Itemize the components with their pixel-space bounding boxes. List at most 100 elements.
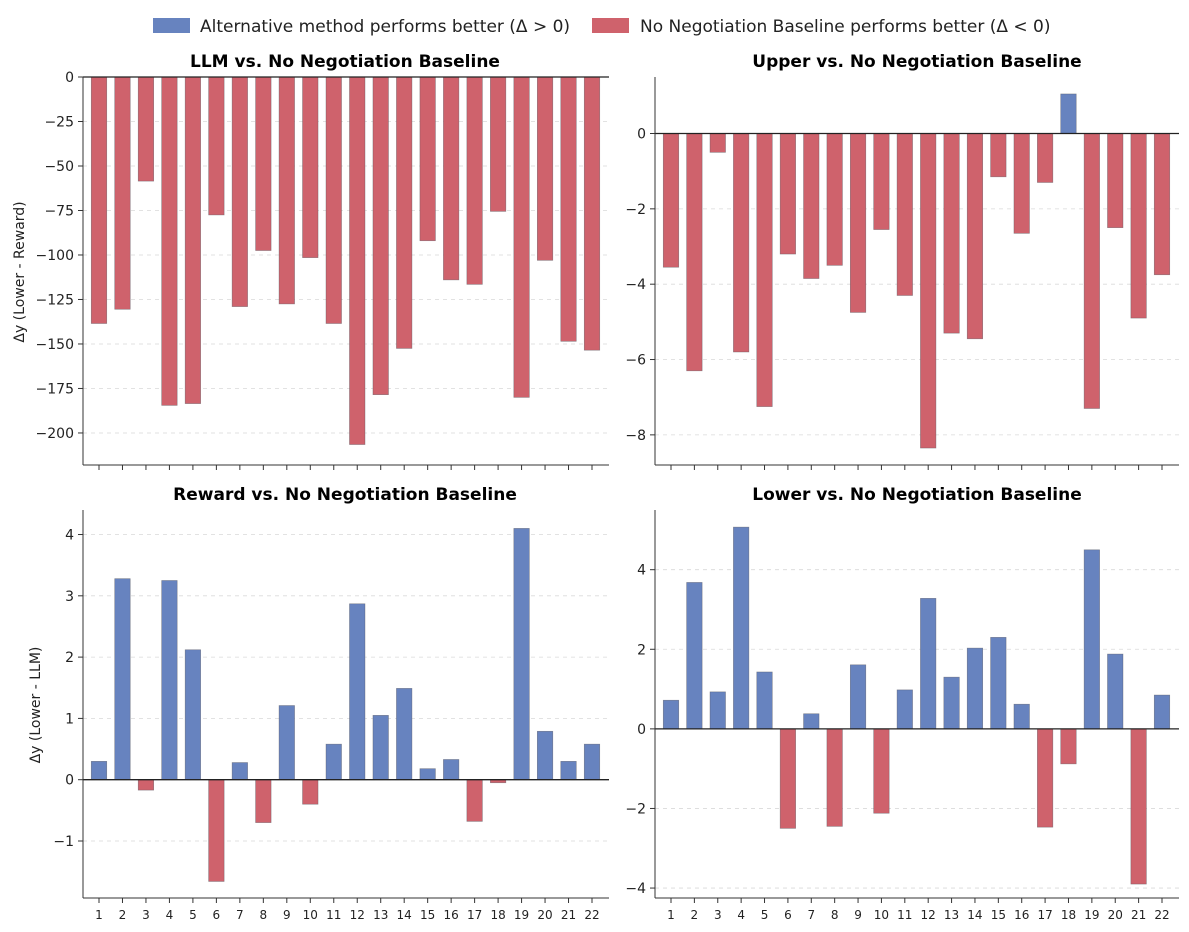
y-tick-label: 3 bbox=[65, 589, 74, 605]
bar-3 bbox=[709, 133, 726, 153]
bar-22 bbox=[1153, 694, 1171, 730]
legend-swatch-positive bbox=[153, 18, 190, 33]
panel-title: Lower vs. No Negotiation Baseline bbox=[752, 485, 1082, 505]
x-tick-label: 2 bbox=[691, 908, 699, 922]
y-tick-label: 0 bbox=[637, 127, 646, 143]
bar-15 bbox=[419, 768, 436, 780]
bar-4 bbox=[161, 76, 178, 406]
y-tick-label: −50 bbox=[44, 159, 74, 175]
bar-17 bbox=[1037, 728, 1054, 828]
x-tick-label: 11 bbox=[326, 908, 341, 922]
panel-lower-vs-baseline: Lower vs. No Negotiation Baseline −4 −2 0 2… bbox=[625, 485, 1179, 922]
x-tick-label: 8 bbox=[260, 908, 268, 922]
y-tick-label: 0 bbox=[637, 722, 646, 738]
y-tick-label: 4 bbox=[65, 528, 74, 544]
bar-11 bbox=[325, 76, 342, 324]
y-tick-label: −8 bbox=[625, 428, 646, 444]
bar-10 bbox=[302, 76, 319, 258]
bar-9 bbox=[278, 76, 295, 305]
bar-19 bbox=[1083, 133, 1100, 409]
x-tick-label: 5 bbox=[761, 908, 769, 922]
bar-21 bbox=[1130, 133, 1147, 319]
bar-6 bbox=[779, 728, 796, 829]
y-tick-label: −150 bbox=[36, 337, 74, 353]
x-tick-label: 9 bbox=[854, 908, 862, 922]
panel-title: LLM vs. No Negotiation Baseline bbox=[190, 52, 500, 72]
bar-4 bbox=[733, 133, 750, 353]
bar-1 bbox=[90, 761, 108, 780]
bar-18 bbox=[490, 76, 507, 212]
panel-upper-vs-baseline: Upper vs. No Negotiation Baseline 0 −2 −4 −… bbox=[625, 52, 1179, 470]
bar-3 bbox=[709, 691, 726, 730]
x-tick-label: 13 bbox=[944, 908, 959, 922]
bar-6 bbox=[208, 76, 225, 216]
x-tick-label: 20 bbox=[1108, 908, 1123, 922]
x-tick-label: 19 bbox=[1084, 908, 1099, 922]
bar-17 bbox=[466, 76, 483, 285]
bar-8 bbox=[826, 133, 843, 266]
bar-18 bbox=[1060, 728, 1077, 765]
bar-17 bbox=[466, 779, 483, 822]
bar-15 bbox=[990, 637, 1007, 730]
bar-14 bbox=[396, 76, 413, 349]
bar-16 bbox=[1013, 133, 1030, 234]
bar-10 bbox=[302, 779, 319, 805]
bar-4 bbox=[161, 580, 178, 780]
x-tick-label: 12 bbox=[921, 908, 936, 922]
bar-8 bbox=[255, 779, 272, 823]
bar-20 bbox=[1107, 133, 1124, 228]
bar-7 bbox=[803, 133, 820, 279]
bar-5 bbox=[756, 671, 773, 730]
bar-6 bbox=[779, 133, 796, 255]
bar-14 bbox=[966, 647, 984, 730]
x-tick-label: 16 bbox=[1014, 908, 1029, 922]
y-tick-label: −100 bbox=[36, 248, 74, 264]
y-tick-label: −75 bbox=[44, 203, 74, 219]
bar-20 bbox=[1107, 653, 1124, 730]
bar-8 bbox=[826, 728, 843, 827]
y-tick-label: −200 bbox=[36, 426, 74, 442]
bar-13 bbox=[943, 133, 960, 334]
x-tick-label: 4 bbox=[166, 908, 174, 922]
bar-14 bbox=[966, 133, 984, 340]
x-tick-label: 6 bbox=[784, 908, 792, 922]
legend-label-positive: Alternative method performs better (Δ > … bbox=[200, 17, 570, 37]
legend-label-negative: No Negotiation Baseline performs better … bbox=[640, 17, 1050, 37]
bar-2 bbox=[114, 578, 131, 780]
bar-20 bbox=[536, 76, 554, 261]
x-tick-label: 11 bbox=[897, 908, 912, 922]
x-tick-label: 1 bbox=[95, 908, 103, 922]
bar-21 bbox=[1130, 728, 1147, 885]
panel-llm-vs-baseline: LLM vs. No Negotiation Baseline Δy (Lowe… bbox=[12, 52, 609, 470]
bar-4 bbox=[733, 526, 750, 730]
x-tick-label: 9 bbox=[283, 908, 291, 922]
x-tick-label: 16 bbox=[444, 908, 459, 922]
bar-5 bbox=[184, 76, 201, 404]
y-axis-label: Δy (Lower - Reward) bbox=[12, 201, 28, 342]
bar-19 bbox=[1083, 549, 1100, 730]
bar-5 bbox=[184, 649, 201, 780]
y-tick-label: 2 bbox=[637, 642, 646, 658]
y-tick-label: −25 bbox=[44, 114, 74, 130]
x-tick-label: 10 bbox=[303, 908, 318, 922]
bar-21 bbox=[560, 761, 577, 780]
x-tick-label: 15 bbox=[991, 908, 1006, 922]
bar-13 bbox=[372, 76, 389, 395]
y-tick-label: 4 bbox=[637, 563, 646, 579]
x-tick-label: 18 bbox=[490, 908, 505, 922]
x-tick-label: 4 bbox=[737, 908, 745, 922]
bar-9 bbox=[849, 664, 867, 730]
bar-2 bbox=[114, 76, 131, 310]
x-tick-label: 7 bbox=[807, 908, 815, 922]
x-tick-label: 17 bbox=[1037, 908, 1052, 922]
bar-20 bbox=[536, 730, 554, 780]
x-tick-label: 10 bbox=[874, 908, 889, 922]
bar-19 bbox=[513, 528, 530, 780]
x-tick-label: 2 bbox=[119, 908, 127, 922]
bar-12 bbox=[349, 76, 366, 445]
legend-swatch-negative bbox=[592, 18, 629, 33]
x-tick-label: 20 bbox=[537, 908, 552, 922]
x-tick-label: 22 bbox=[584, 908, 599, 922]
bar-11 bbox=[325, 743, 342, 780]
x-tick-label: 21 bbox=[1131, 908, 1146, 922]
